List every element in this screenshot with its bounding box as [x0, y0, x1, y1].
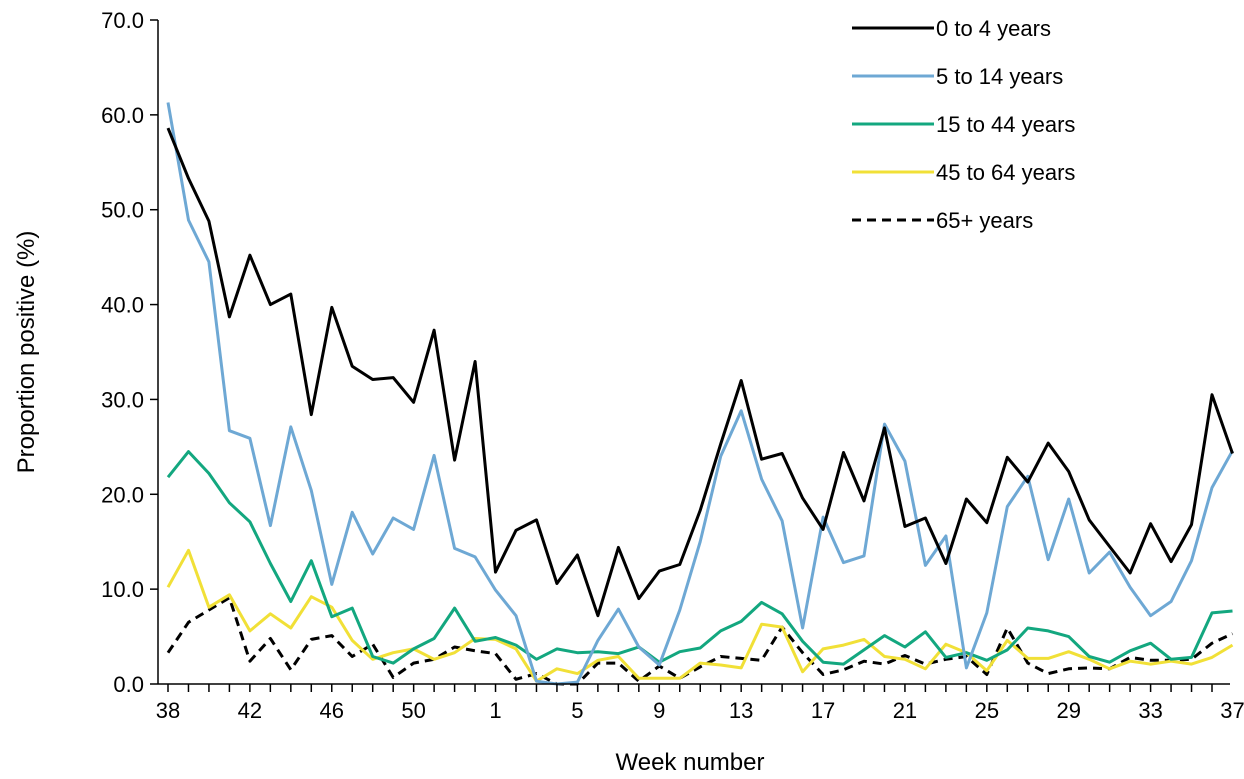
- legend-label: 5 to 14 years: [936, 64, 1063, 89]
- x-tick-label: 25: [975, 698, 999, 723]
- y-tick-label: 10.0: [101, 577, 144, 602]
- y-tick-label: 40.0: [101, 293, 144, 318]
- y-tick-label: 50.0: [101, 198, 144, 223]
- y-tick-label: 60.0: [101, 103, 144, 128]
- y-tick-label: 0.0: [113, 672, 144, 697]
- legend-label: 15 to 44 years: [936, 112, 1075, 137]
- y-tick-label: 20.0: [101, 482, 144, 507]
- x-tick-label: 38: [156, 698, 180, 723]
- plot-lines: [166, 102, 1234, 686]
- x-tick-label: 13: [729, 698, 753, 723]
- x-tick-label: 50: [401, 698, 425, 723]
- y-axis-title: Proportion positive (%): [13, 231, 40, 474]
- x-tick-label: 1: [489, 698, 501, 723]
- series-line-15-to-44-years: [166, 450, 1233, 666]
- series-line-0-to-4-years: [166, 127, 1234, 618]
- x-tick-label: 33: [1138, 698, 1162, 723]
- x-tick-label: 37: [1220, 698, 1244, 723]
- y-tick-label: 70.0: [101, 8, 144, 33]
- legend: 0 to 4 years 5 to 14 years 15 to 44 years 4…: [852, 16, 1075, 233]
- x-axis-title: Week number: [616, 749, 765, 776]
- legend-label: 0 to 4 years: [936, 16, 1051, 41]
- x-tick-label: 29: [1056, 698, 1080, 723]
- legend-label: 65+ years: [936, 208, 1033, 233]
- x-tick-label: 9: [653, 698, 665, 723]
- x-ticks: 38 42 46 50 1 5 9 13 17 21 25 29 33 37: [156, 684, 1244, 723]
- x-tick-label: 5: [571, 698, 583, 723]
- series-line-65-years: [166, 596, 1234, 686]
- axes: 0.010.020.030.040.050.060.070.0 38 42 46 50…: [101, 8, 1244, 723]
- x-tick-label: 21: [893, 698, 917, 723]
- legend-label: 45 to 64 years: [936, 160, 1075, 185]
- series-line-45-to-64-years: [166, 548, 1234, 683]
- series-line-5-to-14-years: [166, 102, 1234, 686]
- x-tick-label: 46: [320, 698, 344, 723]
- x-tick-label: 42: [238, 698, 262, 723]
- y-ticks: 0.0 10.0 20.0 30.0 40.0 50.0 60.0 70.0: [101, 8, 158, 697]
- x-tick-label: 17: [811, 698, 835, 723]
- y-tick-label: 30.0: [101, 387, 144, 412]
